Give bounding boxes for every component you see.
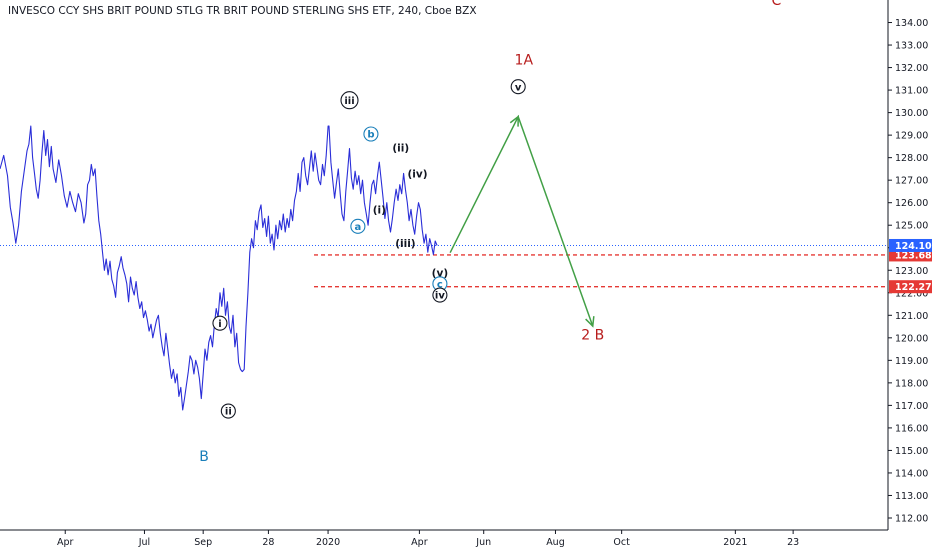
last-price-badge-text: 124.10 [895,241,932,252]
wave-label-9: iv [432,287,448,303]
wave-label-ring [510,79,526,95]
wave-label-ring [432,287,448,303]
wave-label-text: ii [225,407,232,418]
wave-label-16: C [771,0,781,9]
level-badge-1-bg [889,280,932,294]
price-tick-label-3: 131.00 [895,86,928,97]
price-tick-label-5: 129.00 [895,131,928,142]
wave-label-text: (v) [432,268,448,280]
wave-label-text: a [355,222,362,233]
wave-label-text: iv [435,291,445,302]
wave-label-text: 2 B [581,327,604,343]
price-tick-label-1: 133.00 [895,41,928,52]
wave-label-text: (iii) [395,238,415,250]
wave-label-text: C [771,0,781,9]
price-tick-label-15: 119.00 [895,356,928,367]
price-tick-label-4: 130.00 [895,108,928,119]
price-tick-label-11: 123.00 [895,266,928,277]
wave-label-1: b [363,126,379,142]
last-price-badge-bg [889,238,932,252]
last-price-badge: 124.10 [889,238,932,252]
wave-label-3: (iv) [408,168,428,180]
time-tick-label-7: Aug [546,537,565,548]
price-tick-label-17: 117.00 [895,401,928,412]
chart-title: INVESCO CCY SHS BRIT POUND STLG TR BRIT … [8,5,477,17]
wave-label-14: 2 B [581,327,604,343]
price-tick-label-14: 120.00 [895,333,928,344]
time-tick-label-2: Sep [194,537,212,548]
wave-label-text: c [437,279,443,290]
wave-label-6: (iii) [395,238,415,250]
wave-label-15: B [199,449,209,465]
time-tick-label-6: Jun [475,537,491,548]
wave-label-ring [220,403,236,419]
price-tick-label-12: 122.00 [895,288,928,299]
wave-label-text: (ii) [392,143,409,155]
time-tick-label-0: Apr [57,537,74,548]
level-badge-1: 122.27 [889,280,932,294]
price-tick-label-2: 132.00 [895,63,928,74]
wave-label-text: iii [344,96,354,107]
level-badge-0-text: 123.68 [895,250,932,261]
time-tick-label-10: 23 [787,537,799,548]
wave-label-text: B [199,449,209,465]
price-tick-label-13: 121.00 [895,311,928,322]
price-tick-label-7: 127.00 [895,176,928,187]
price-tick-label-21: 113.00 [895,491,928,502]
wave-label-ring [340,91,359,110]
price-tick-label-20: 114.00 [895,468,928,479]
wave-label-ring [350,218,366,234]
wave-label-11: ii [220,403,236,419]
projection-arrowhead-down [585,316,595,328]
wave-label-ring [363,126,379,142]
wave-label-13: 1A [515,53,534,69]
wave-label-text: v [515,82,522,93]
wave-label-12: v [510,79,526,95]
price-series-line [0,125,438,411]
wave-label-4: (i) [373,204,386,216]
price-tick-label-22: 112.00 [895,513,928,524]
price-tick-label-9: 125.00 [895,221,928,232]
price-tick-label-6: 128.00 [895,153,928,164]
level-badge-1-text: 122.27 [895,282,932,293]
wave-label-0: iii [340,91,359,110]
price-tick-label-16: 118.00 [895,378,928,389]
projection-arrowhead-up [509,115,519,127]
time-tick-label-8: Oct [613,537,630,548]
time-tick-label-4: 2020 [316,537,340,548]
wave-label-2: (ii) [392,143,409,155]
price-tick-label-0: 134.00 [895,18,928,29]
wave-label-ring [212,315,228,331]
wave-label-7: (v) [432,268,448,280]
time-tick-label-3: 28 [262,537,274,548]
wave-label-text: 1A [515,53,534,69]
wave-label-5: a [350,218,366,234]
price-tick-label-8: 126.00 [895,198,928,209]
time-tick-label-5: Apr [411,537,428,548]
price-tick-label-18: 116.00 [895,423,928,434]
wave-label-text: b [367,130,374,141]
projection-path [449,114,594,327]
price-tick-label-19: 115.00 [895,446,928,457]
wave-label-10: i [212,315,228,331]
time-tick-label-9: 2021 [723,537,747,548]
wave-label-text: i [218,319,221,330]
wave-label-text: (i) [373,204,386,216]
wave-label-text: (iv) [408,168,428,180]
time-tick-label-1: Jul [138,537,150,548]
